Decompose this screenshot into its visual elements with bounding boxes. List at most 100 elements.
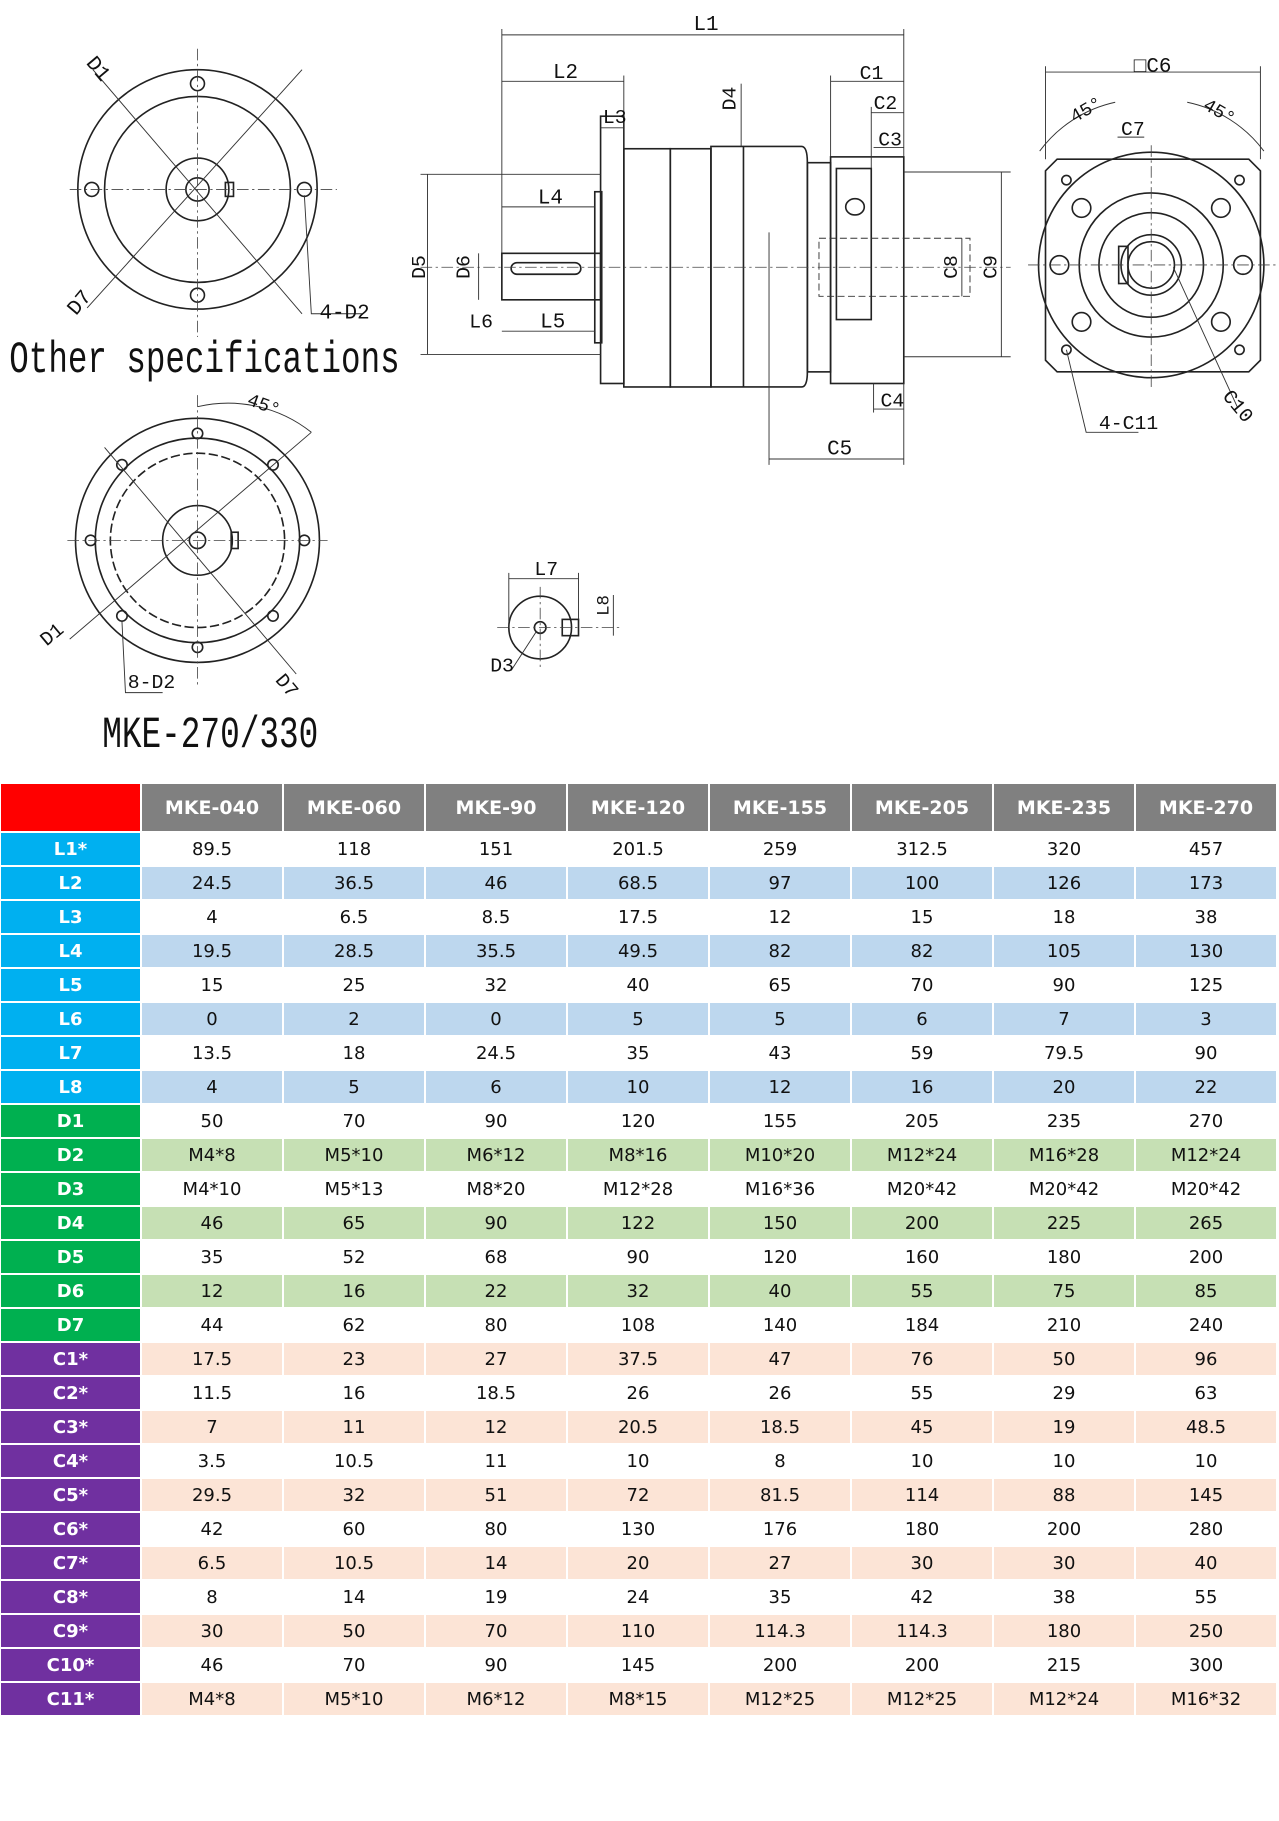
table-cell: 40 [710,1275,850,1307]
table-cell: 80 [426,1309,566,1341]
table-cell: 265 [1136,1207,1276,1239]
table-cell: 205 [852,1105,992,1137]
row-label: C7* [1,1547,140,1579]
table-cell: 120 [710,1241,850,1273]
table-cell: 250 [1136,1615,1276,1647]
table-cell: 30 [142,1615,282,1647]
table-cell: 55 [852,1377,992,1409]
table-cell: 40 [568,969,708,1001]
label-c4: C4 [881,391,905,413]
label-l6: L6 [469,312,493,334]
column-header: MKE-270 [1136,784,1276,831]
table-cell: 3 [1136,1003,1276,1035]
table-cell: 45 [852,1411,992,1443]
table-cell: 72 [568,1479,708,1511]
table-cell: 16 [852,1071,992,1103]
table-row: D5 35 52 68 90 120 160 180 200 [1,1241,1276,1273]
label-8-d2: 8-D2 [128,672,175,694]
table-cell: 30 [994,1547,1134,1579]
table-cell: 38 [994,1581,1134,1613]
column-header: MKE-120 [568,784,708,831]
table-cell: 118 [284,833,424,865]
table-cell: 47 [710,1343,850,1375]
table-cell: 6.5 [284,901,424,933]
table-cell: 173 [1136,867,1276,899]
table-row: C7* 6.5 10.5 14 20 27 30 30 40 [1,1547,1276,1579]
table-cell: 7 [142,1411,282,1443]
label-c9: C9 [981,255,1003,279]
table-cell: 24 [568,1581,708,1613]
row-label: C11* [1,1683,140,1715]
table-cell: 80 [426,1513,566,1545]
table-cell: 160 [852,1241,992,1273]
table-cell: 70 [284,1649,424,1681]
table-cell: 88 [994,1479,1134,1511]
table-cell: 155 [710,1105,850,1137]
table-cell: M20*42 [1136,1173,1276,1205]
column-header: MKE-040 [142,784,282,831]
label-d7: D7 [64,287,98,321]
table-cell: 13.5 [142,1037,282,1069]
table-cell: 32 [426,969,566,1001]
table-cell: 145 [1136,1479,1276,1511]
table-cell: 50 [284,1615,424,1647]
table-cell: 29 [994,1377,1134,1409]
table-cell: 55 [1136,1581,1276,1613]
table-cell: 37.5 [568,1343,708,1375]
table-cell: 18.5 [426,1377,566,1409]
label-45deg: 45° [244,390,283,421]
table-cell: 200 [852,1649,992,1681]
table-cell: 17.5 [568,901,708,933]
table-cell: 12 [426,1411,566,1443]
table-cell: M6*12 [426,1139,566,1171]
row-label: L7 [1,1037,140,1069]
table-row: C8* 8 14 19 24 35 42 38 55 [1,1581,1276,1613]
table-cell: 17.5 [142,1343,282,1375]
label-l5: L5 [540,312,565,335]
table-cell: 2 [284,1003,424,1035]
table-cell: 18 [994,901,1134,933]
table-cell: 90 [994,969,1134,1001]
table-cell: 22 [1136,1071,1276,1103]
table-cell: 235 [994,1105,1134,1137]
table-cell: 25 [284,969,424,1001]
table-cell: 180 [994,1615,1134,1647]
table-cell: 18 [284,1037,424,1069]
table-cell: 14 [426,1547,566,1579]
table-row: D7 44 62 80 108 140 184 210 240 [1,1309,1276,1341]
row-label: D7 [1,1309,140,1341]
table-cell: 42 [852,1581,992,1613]
table-cell: M12*24 [994,1683,1134,1715]
table-cell: 38 [1136,901,1276,933]
table-cell: 225 [994,1207,1134,1239]
table-cell: 85 [1136,1275,1276,1307]
table-cell: 70 [426,1615,566,1647]
table-cell: M8*20 [426,1173,566,1205]
table-cell: 19 [994,1411,1134,1443]
table-cell: 68.5 [568,867,708,899]
technical-drawing: D1 D7 4-D2 Other specifications 45° D1 8… [9,14,1276,760]
row-label: C2* [1,1377,140,1409]
table-cell: 4 [142,901,282,933]
table-cell: 3.5 [142,1445,282,1477]
row-label: D4 [1,1207,140,1239]
label-45deg-right: 45° [1199,95,1238,130]
table-cell: 46 [142,1207,282,1239]
table-cell: 130 [1136,935,1276,967]
label-l2: L2 [553,62,578,85]
flange-view-mke-270-330: 45° D1 8-D2 D7 [36,390,328,702]
label-d1: D1 [36,619,68,651]
table-cell: 8.5 [426,901,566,933]
table-row: C5* 29.5 32 51 72 81.5 114 88 145 [1,1479,1276,1511]
table-row: L6 0 2 0 5 5 6 7 3 [1,1003,1276,1035]
table-cell: 96 [1136,1343,1276,1375]
table-cell: M20*42 [994,1173,1134,1205]
table-cell: 65 [710,969,850,1001]
table-cell: 62 [284,1309,424,1341]
shaft-key-view: L7 L8 D3 [490,559,622,678]
table-cell: 46 [426,867,566,899]
row-label: D2 [1,1139,140,1171]
table-cell: 10 [568,1071,708,1103]
table-cell: 100 [852,867,992,899]
row-label: L2 [1,867,140,899]
